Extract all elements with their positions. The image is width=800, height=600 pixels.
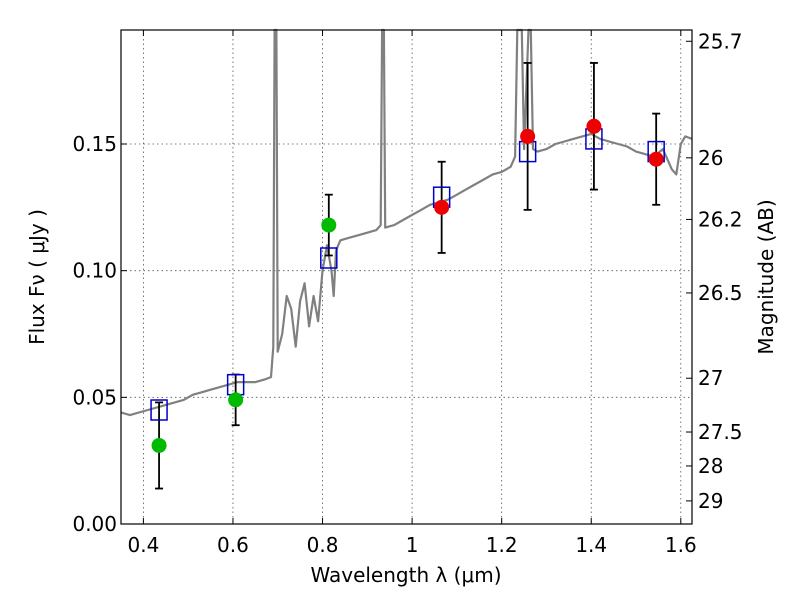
y-axis-ticks: 0.00 0.05 0.10 0.15: [72, 132, 127, 536]
magnitude-tick-label: 26.2: [698, 207, 743, 231]
observed-points-layer: [151, 118, 664, 453]
magnitude-axis-label: Magnitude (AB): [754, 199, 778, 354]
x-tick-label: 1.2: [486, 533, 518, 557]
y-tick-label: 0.00: [72, 512, 117, 536]
model-points-layer: [150, 128, 665, 421]
template-spectrum-layer: [120, 28, 693, 417]
optical-data-point: [228, 392, 244, 408]
optical-data-point: [151, 437, 167, 453]
nir-data-point: [586, 118, 602, 134]
magnitude-tick-label: 27.5: [698, 420, 743, 444]
x-tick-label: 1.6: [665, 533, 697, 557]
nir-data-point: [520, 128, 536, 144]
x-tick-label: 1.4: [575, 533, 607, 557]
magnitude-tick-label: 29: [698, 489, 723, 513]
magnitude-tick-label: 26.5: [698, 281, 743, 305]
y-tick-label: 0.05: [72, 385, 117, 409]
x-axis-ticks: 0.4 0.6 0.8 1 1.2 1.4 1.6: [127, 30, 697, 557]
model-point: [150, 399, 168, 421]
error-bars-layer: [155, 62, 661, 490]
magnitude-tick-label: 28: [698, 454, 723, 478]
template-spectrum-line: [120, 28, 693, 417]
y-tick-label: 0.10: [72, 259, 117, 283]
x-tick-label: 1: [406, 533, 419, 557]
nir-data-point: [434, 199, 450, 215]
y-axis-label: Flux Fν ( μJy ): [25, 209, 49, 345]
model-point: [320, 247, 338, 269]
magnitude-tick-label: 27: [698, 366, 723, 390]
plot-frame: [120, 29, 693, 525]
x-axis-label: Wavelength λ (μm): [310, 563, 501, 587]
x-tick-label: 0.4: [127, 533, 159, 557]
y-tick-label: 0.15: [72, 132, 117, 156]
magnitude-axis-ticks: 25.7 26 26.2 26.5 27 27.5 28 29: [686, 29, 743, 513]
nir-data-point: [648, 151, 664, 167]
x-tick-label: 0.8: [307, 533, 339, 557]
x-tick-label: 0.6: [217, 533, 249, 557]
grid-lines: [121, 30, 692, 524]
optical-data-point: [321, 217, 337, 233]
magnitude-tick-label: 25.7: [698, 29, 743, 53]
magnitude-tick-label: 26: [698, 146, 723, 170]
